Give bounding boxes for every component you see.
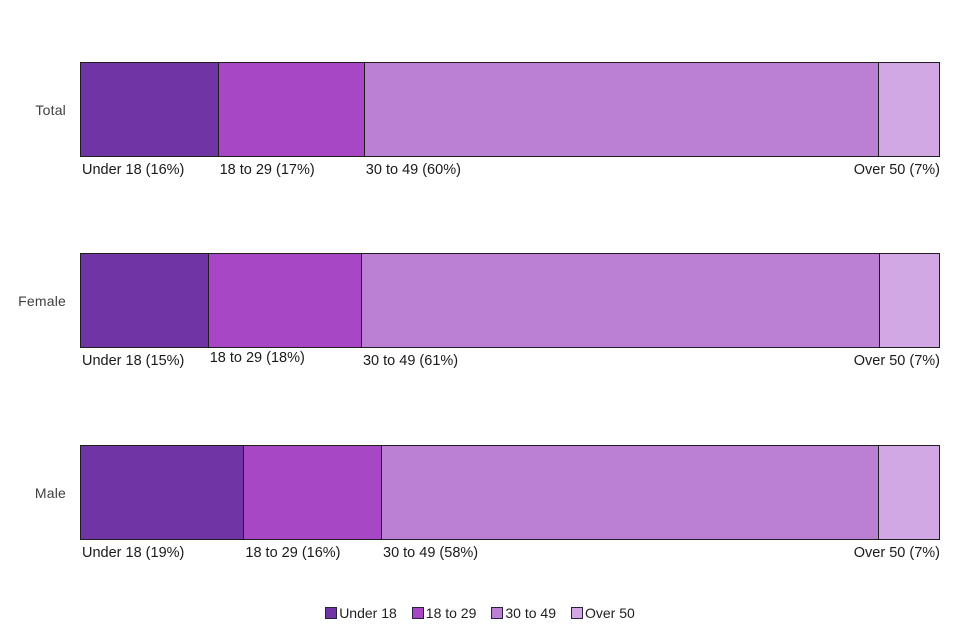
segment-label-under-18: Under 18 (19%) [82,545,185,561]
segment-18-to-29 [218,63,366,156]
segment-under-18 [81,446,245,539]
legend-label-under-18: Under 18 [339,605,397,621]
legend-item-under-18: Under 18 [325,605,397,621]
segment-under-18 [81,63,219,156]
category-label-female: Female [18,292,66,309]
legend-item-30-to-49: 30 to 49 [491,605,556,621]
segment-label-30-to-49: 30 to 49 (61%) [362,353,459,369]
segment-label-under-18: Under 18 (16%) [82,162,185,178]
segment-over-50 [879,254,939,347]
segment-label-over-50: Over 50 (7%) [853,545,940,561]
legend-swatch-over-50 [571,607,583,619]
legend-label-30-to-49: 30 to 49 [505,605,556,621]
segment-label-30-to-49: 30 to 49 (60%) [365,162,461,178]
category-label-total: Total [35,101,66,118]
legend-item-18-to-29: 18 to 29 [411,605,477,621]
bar-row-female: Female Under 18 (15%) 18 to 29 (18%) 30 to … [0,253,960,378]
segment-labels-total: Under 18 (16%) 18 to 29 (17%) 30 to 49 (60… [80,162,940,182]
segment-label-30-to-49: 30 to 49 (58%) [383,545,479,561]
legend-swatch-18-to-29 [411,607,424,619]
stacked-bar-male [80,445,940,540]
segment-under-18 [81,254,209,347]
segment-18-to-29 [208,254,363,347]
segment-30-to-49 [365,63,880,156]
legend-label-18-to-29: 18 to 29 [425,605,477,621]
bar-row-total: Total Under 18 (16%) 18 to 29 (17%) 30 to 4… [0,62,960,187]
segment-30-to-49 [382,446,880,539]
segment-label-over-50: Over 50 (7%) [853,162,940,178]
segment-labels-female: Under 18 (15%) 18 to 29 (18%) 30 to 49 (61… [80,350,940,373]
segment-label-18-to-29: 18 to 29 (17%) [219,162,315,178]
segment-label-under-18: Under 18 (15%) [82,353,185,369]
stacked-bar-female [80,253,940,348]
category-label-male: Male [34,484,66,501]
segment-30-to-49 [362,254,880,347]
segment-labels-male: Under 18 (19%) 18 to 29 (16%) 30 to 49 (58… [80,545,940,565]
bar-row-male: Male Under 18 (19%) 18 to 29 (16%) 30 to 49… [0,445,960,570]
segment-label-18-to-29: 18 to 29 (18%) [209,350,305,366]
segment-label-over-50: Over 50 (7%) [853,353,940,369]
stacked-bar-total [80,62,940,157]
chart-legend: Under 18 18 to 29 30 to 49 Over 50 [0,604,960,622]
legend-swatch-under-18 [325,607,338,619]
legend-swatch-30-to-49 [491,607,504,619]
legend-item-over-50: Over 50 [571,605,635,621]
segment-label-18-to-29: 18 to 29 (16%) [245,545,341,561]
segment-over-50 [879,446,939,539]
segment-18-to-29 [244,446,383,539]
segment-over-50 [879,63,939,156]
legend-label-over-50: Over 50 [585,605,635,621]
